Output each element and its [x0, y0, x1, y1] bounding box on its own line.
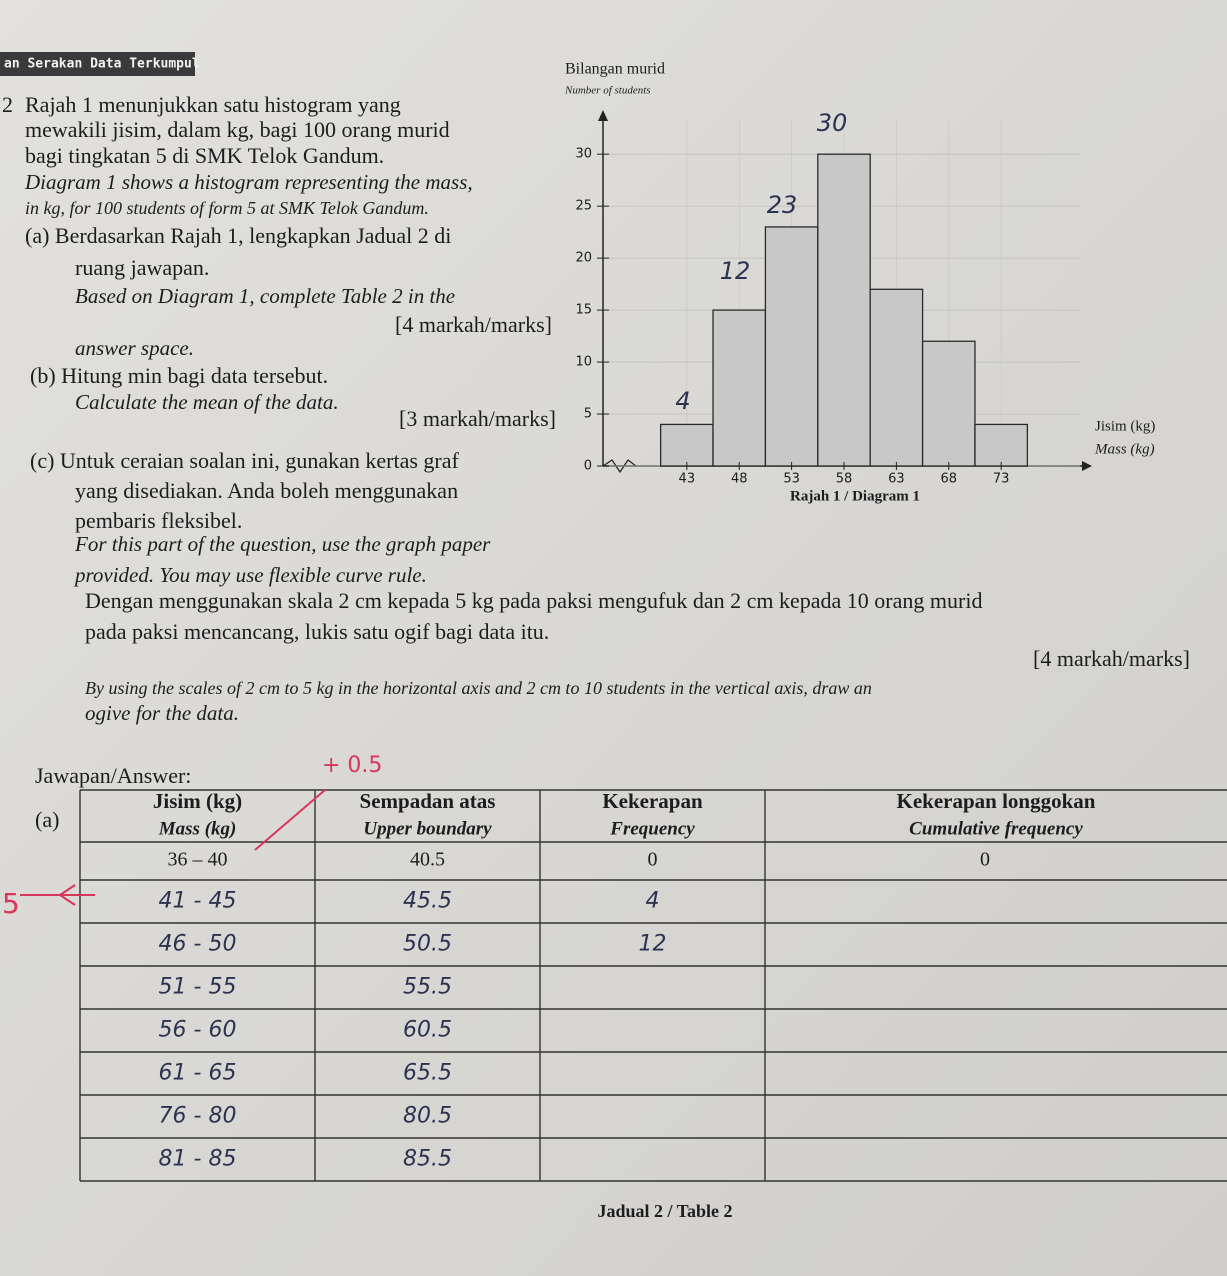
x-tick-label: 48 — [731, 472, 748, 487]
table-cell: 4 — [646, 889, 660, 914]
question-line: Rajah 1 menunjukkan satu histogram yang — [25, 92, 401, 117]
question-line: (a) Berdasarkan Rajah 1, lengkapkan Jadu… — [25, 223, 451, 248]
handwritten-note: 4 — [675, 387, 690, 415]
section-tab-text: an Serakan Data Terkumpul — [4, 57, 200, 72]
question-line: [4 markah/marks] — [1033, 646, 1190, 671]
question-number: 2 — [2, 92, 13, 117]
table-cell: 51 - 55 — [159, 975, 237, 1000]
table-cell: 85.5 — [403, 1147, 452, 1172]
y-axis-arrow — [598, 110, 608, 121]
handwritten-note: 30 — [817, 109, 848, 137]
y-tick-label: 10 — [575, 355, 592, 370]
table-cell: 81 - 85 — [159, 1147, 237, 1172]
y-axis-label: Number of students — [564, 85, 651, 97]
y-tick-label: 20 — [575, 251, 592, 266]
question-line: mewakili jisim, dalam kg, bagi 100 orang… — [25, 117, 450, 142]
table-caption: Jadual 2 / Table 2 — [597, 1201, 732, 1221]
column-header: Upper boundary — [363, 818, 492, 839]
question-line: pada paksi mencancang, lukis satu ogif b… — [85, 619, 549, 644]
table-cell: 55.5 — [403, 975, 452, 1000]
y-tick-label: 0 — [584, 459, 592, 474]
section-tab — [0, 52, 195, 76]
column-header: Frequency — [609, 818, 695, 839]
question-line: For this part of the question, use the g… — [74, 532, 491, 556]
x-tick-label: 68 — [941, 472, 958, 487]
question-line: (c) Untuk ceraian soalan ini, gunakan ke… — [30, 448, 459, 473]
column-header: Sempadan atas — [360, 789, 496, 813]
question-line: Calculate the mean of the data. — [75, 390, 339, 414]
column-header: Kekerapan longgokan — [897, 789, 1096, 813]
table-cell: 45.5 — [403, 889, 452, 914]
bar — [817, 153, 871, 467]
table-cell: 0 — [980, 849, 990, 871]
table-cell: 12 — [639, 932, 667, 957]
question-line: [3 markah/marks] — [399, 406, 556, 431]
table-cell: 50.5 — [403, 932, 452, 957]
table-cell: 41 - 45 — [159, 889, 237, 914]
table-cell: 65.5 — [403, 1061, 452, 1086]
question-line: in kg, for 100 students of form 5 at SMK… — [25, 198, 429, 218]
x-axis-label: Jisim (kg) — [1095, 418, 1155, 434]
table-cell: 56 - 60 — [159, 1018, 237, 1043]
bar — [974, 423, 1029, 467]
table-cell: 40.5 — [410, 849, 445, 871]
table-cell: 80.5 — [403, 1104, 452, 1129]
table-cell: 46 - 50 — [159, 932, 237, 957]
table-frame — [79, 789, 1227, 1182]
answer-label: Jawapan/Answer: — [35, 763, 191, 788]
annotation-line — [254, 789, 326, 851]
y-tick-label: 25 — [575, 199, 592, 214]
bar — [921, 340, 976, 467]
x-axis-arrow — [1082, 461, 1092, 471]
handwritten-note: 12 — [720, 257, 751, 285]
y-axis-label: Bilangan murid — [565, 61, 665, 78]
question-line: bagi tingkatan 5 di SMK Telok Gandum. — [25, 143, 384, 168]
x-tick-label: 58 — [836, 472, 853, 487]
x-tick-label: 73 — [993, 472, 1010, 487]
table-cell: 60.5 — [403, 1018, 452, 1043]
question-line: provided. You may use flexible curve rul… — [73, 563, 427, 587]
y-tick-label: 30 — [575, 147, 592, 162]
table-cell: 36 – 40 — [168, 849, 228, 871]
column-header: Kekerapan — [602, 789, 703, 813]
question-line: ruang jawapan. — [75, 255, 209, 280]
y-tick-label: 5 — [584, 407, 592, 422]
question-line: yang disediakan. Anda boleh menggunakan — [75, 478, 458, 503]
table-cell: 76 - 80 — [159, 1104, 237, 1129]
bar — [659, 423, 714, 467]
question-line: By using the scales of 2 cm to 5 kg in t… — [85, 678, 872, 698]
table-cell: 0 — [648, 849, 658, 871]
x-tick-label: 43 — [679, 472, 696, 487]
question-line: Based on Diagram 1, complete Table 2 in … — [75, 284, 455, 308]
question-line: Dengan menggunakan skala 2 cm kepada 5 k… — [85, 588, 982, 613]
question-line: pembaris fleksibel. — [75, 508, 242, 533]
question-line: ogive for the data. — [85, 701, 239, 725]
annotation-arrow-head — [58, 884, 76, 906]
x-axis-label: Mass (kg) — [1094, 441, 1155, 457]
question-line: answer space. — [75, 336, 194, 360]
question-line: (b) Hitung min bagi data tersebut. — [30, 363, 328, 388]
x-tick-label: 53 — [783, 472, 800, 487]
answer-part: (a) — [35, 807, 59, 832]
bar — [869, 288, 924, 467]
handwritten-note: 23 — [767, 191, 798, 219]
handwritten-note: 5 — [2, 887, 20, 920]
column-header: Mass (kg) — [158, 818, 237, 839]
y-tick-label: 15 — [575, 303, 592, 318]
handwritten-note: + 0.5 — [322, 753, 382, 778]
question-line: Diagram 1 shows a histogram representing… — [24, 170, 473, 194]
bar — [764, 226, 819, 467]
column-header: Jisim (kg) — [153, 789, 242, 813]
x-tick-label: 63 — [888, 472, 905, 487]
bar — [712, 309, 767, 467]
chart-caption: Rajah 1 / Diagram 1 — [790, 488, 920, 504]
axis-break — [602, 459, 637, 474]
table-cell: 61 - 65 — [159, 1061, 237, 1086]
question-line: [4 markah/marks] — [395, 312, 552, 337]
column-header: Cumulative frequency — [909, 818, 1083, 839]
